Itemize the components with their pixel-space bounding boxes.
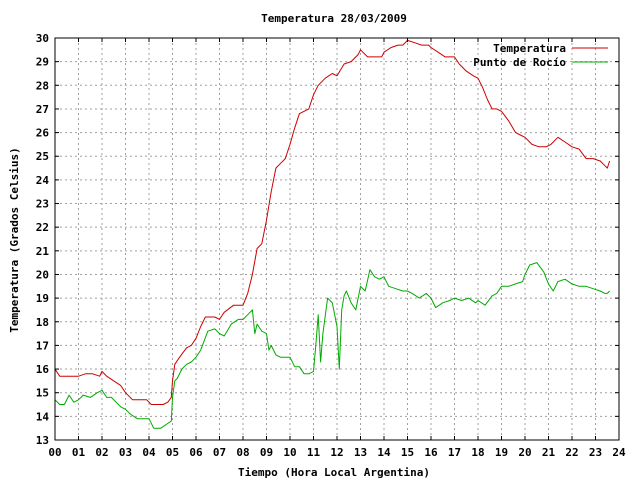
x-tick-label: 17 xyxy=(448,446,461,459)
y-axis-label: Temperatura (Grados Celsius) xyxy=(8,147,21,332)
grid-lines xyxy=(55,38,619,440)
y-tick-label: 13 xyxy=(36,434,49,447)
y-tick-label: 14 xyxy=(36,410,50,423)
x-tick-label: 14 xyxy=(377,446,391,459)
y-tick-label: 19 xyxy=(36,292,49,305)
y-tick-label: 18 xyxy=(36,316,49,329)
y-tick-label: 25 xyxy=(36,150,49,163)
x-tick-label: 07 xyxy=(213,446,226,459)
y-tick-label: 17 xyxy=(36,339,49,352)
x-tick-label: 23 xyxy=(589,446,602,459)
x-tick-label: 04 xyxy=(142,446,156,459)
y-tick-label: 16 xyxy=(36,363,50,376)
x-tick-label: 05 xyxy=(166,446,179,459)
x-axis-label: Tiempo (Hora Local Argentina) xyxy=(238,466,430,479)
y-tick-label: 21 xyxy=(36,245,50,258)
y-tick-label: 29 xyxy=(36,56,49,69)
x-tick-label: 06 xyxy=(189,446,203,459)
legend-label-temperatura: Temperatura xyxy=(493,42,566,55)
y-tick-label: 30 xyxy=(36,32,49,45)
x-tick-label: 10 xyxy=(283,446,296,459)
x-tick-label: 16 xyxy=(424,446,438,459)
x-tick-label: 13 xyxy=(354,446,367,459)
x-tick-label: 24 xyxy=(612,446,626,459)
x-tick-label: 20 xyxy=(518,446,531,459)
x-tick-label: 15 xyxy=(401,446,414,459)
x-tick-label: 03 xyxy=(119,446,132,459)
chart-title: Temperatura 28/03/2009 xyxy=(261,12,407,25)
y-tick-label: 24 xyxy=(36,174,50,187)
y-tick-label: 22 xyxy=(36,221,49,234)
x-tick-label: 19 xyxy=(495,446,508,459)
x-tick-label: 22 xyxy=(565,446,578,459)
y-tick-label: 20 xyxy=(36,268,49,281)
y-tick-label: 28 xyxy=(36,79,49,92)
temperature-series-line xyxy=(54,39,611,405)
axis-ticks: 00 01 02 03 04 05 06 07 08 09 10 11 12 13 14 15 16 17 18 19… xyxy=(36,32,626,459)
x-tick-label: 21 xyxy=(542,446,556,459)
x-tick-label: 02 xyxy=(95,446,108,459)
x-tick-label: 00 xyxy=(48,446,61,459)
y-tick-label: 23 xyxy=(36,198,49,211)
x-tick-label: 01 xyxy=(72,446,86,459)
dew-point-series-line xyxy=(54,262,610,429)
x-tick-label: 08 xyxy=(236,446,249,459)
series-lines xyxy=(54,39,611,429)
legend-label-punto-de-rocio: Punto de Rocío xyxy=(473,56,566,69)
y-tick-label: 26 xyxy=(36,127,50,140)
x-tick-label: 09 xyxy=(260,446,273,459)
y-tick-label: 27 xyxy=(36,103,49,116)
x-tick-label: 12 xyxy=(330,446,343,459)
y-tick-label: 15 xyxy=(36,387,49,400)
x-tick-label: 18 xyxy=(471,446,484,459)
x-tick-label: 11 xyxy=(307,446,321,459)
